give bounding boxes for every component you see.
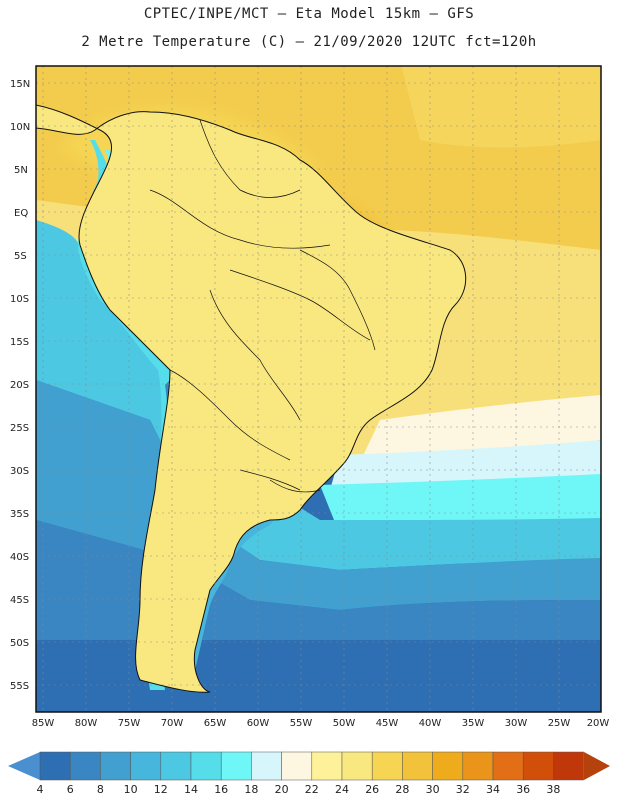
lon-label: 45W bbox=[376, 718, 399, 729]
lat-label: 35S bbox=[10, 509, 29, 520]
colorbar-label: 14 bbox=[184, 783, 198, 796]
colorbar-swatch bbox=[160, 751, 192, 781]
lat-label: 15S bbox=[10, 337, 29, 348]
lon-label: 50W bbox=[333, 718, 356, 729]
colorbar-swatch bbox=[130, 751, 162, 781]
lon-label: 40W bbox=[419, 718, 442, 729]
lat-label: 30S bbox=[10, 466, 29, 477]
lon-label: 30W bbox=[505, 718, 528, 729]
colorbar-swatch bbox=[281, 751, 313, 781]
colorbar-high-arrow bbox=[584, 752, 610, 780]
lat-label: 25S bbox=[10, 423, 29, 434]
colorbar-swatch bbox=[492, 751, 524, 781]
colorbar-label: 30 bbox=[425, 783, 440, 796]
colorbar-swatch bbox=[341, 751, 373, 781]
lat-label: 20S bbox=[10, 380, 29, 391]
colorbar-label: 38 bbox=[546, 783, 561, 796]
colorbar-label: 36 bbox=[516, 783, 531, 796]
colorbar-label: 28 bbox=[395, 783, 410, 796]
colorbar-label: 8 bbox=[96, 783, 104, 796]
temperature-field bbox=[36, 66, 601, 712]
lat-label: 40S bbox=[10, 552, 29, 563]
lon-label: 60W bbox=[247, 718, 270, 729]
colorbar-swatch bbox=[522, 751, 554, 781]
latitude-axis: 15N 10N 5N EQ 5S 10S 15S 20S 25S 30S 35S… bbox=[10, 79, 30, 692]
colorbar-swatch bbox=[100, 751, 131, 781]
lat-label: 5N bbox=[14, 165, 28, 176]
lon-label: 75W bbox=[118, 718, 141, 729]
lon-label: 85W bbox=[32, 718, 55, 729]
colorbar-label: 22 bbox=[304, 783, 319, 796]
colorbar-swatch bbox=[553, 751, 584, 781]
colorbar-swatch bbox=[220, 751, 252, 781]
map-title-line-2: 2 Metre Temperature (C) – 21/09/2020 12U… bbox=[81, 34, 537, 50]
colorbar-swatch bbox=[432, 751, 464, 781]
colorbar-label: 24 bbox=[335, 783, 349, 796]
colorbar-swatch bbox=[462, 751, 494, 781]
colorbar-label: 4 bbox=[36, 783, 44, 796]
colorbar-label: 18 bbox=[244, 783, 259, 796]
colorbar-swatch bbox=[190, 751, 222, 781]
temperature-colorbar bbox=[8, 751, 610, 781]
lon-label: 20W bbox=[587, 718, 610, 729]
colorbar-label: 26 bbox=[365, 783, 380, 796]
colorbar-label: 12 bbox=[153, 783, 168, 796]
colorbar-swatch bbox=[311, 751, 343, 781]
colorbar-label: 32 bbox=[455, 783, 470, 796]
lat-label: EQ bbox=[14, 208, 28, 219]
colorbar-swatch bbox=[251, 751, 282, 781]
colorbar-label: 34 bbox=[486, 783, 500, 796]
lat-label: 5S bbox=[14, 251, 27, 262]
colorbar-label: 10 bbox=[123, 783, 138, 796]
map-title-line-1: CPTEC/INPE/MCT – Eta Model 15km – GFS bbox=[143, 6, 475, 22]
colorbar-swatch bbox=[69, 751, 101, 781]
lat-label: 55S bbox=[10, 681, 29, 692]
lat-label: 10S bbox=[10, 294, 29, 305]
colorbar-label: 20 bbox=[274, 783, 289, 796]
colorbar-swatch bbox=[402, 751, 433, 781]
lon-label: 80W bbox=[75, 718, 98, 729]
lat-label: 10N bbox=[10, 122, 30, 133]
lon-label: 25W bbox=[548, 718, 571, 729]
colorbar-label: 16 bbox=[214, 783, 229, 796]
lat-label: 50S bbox=[10, 638, 29, 649]
colorbar-swatch bbox=[39, 751, 71, 781]
colorbar-label: 6 bbox=[66, 783, 74, 796]
lat-label: 15N bbox=[10, 79, 30, 90]
lat-label: 45S bbox=[10, 595, 29, 606]
colorbar-swatch bbox=[371, 751, 403, 781]
lon-label: 35W bbox=[462, 718, 485, 729]
lon-label: 65W bbox=[204, 718, 227, 729]
longitude-axis: 85W 80W 75W 70W 65W 60W 55W 50W 45W 40W … bbox=[32, 718, 610, 729]
lon-label: 70W bbox=[161, 718, 184, 729]
colorbar-low-arrow bbox=[8, 752, 40, 780]
map-frame bbox=[35, 65, 602, 713]
lon-label: 55W bbox=[290, 718, 313, 729]
